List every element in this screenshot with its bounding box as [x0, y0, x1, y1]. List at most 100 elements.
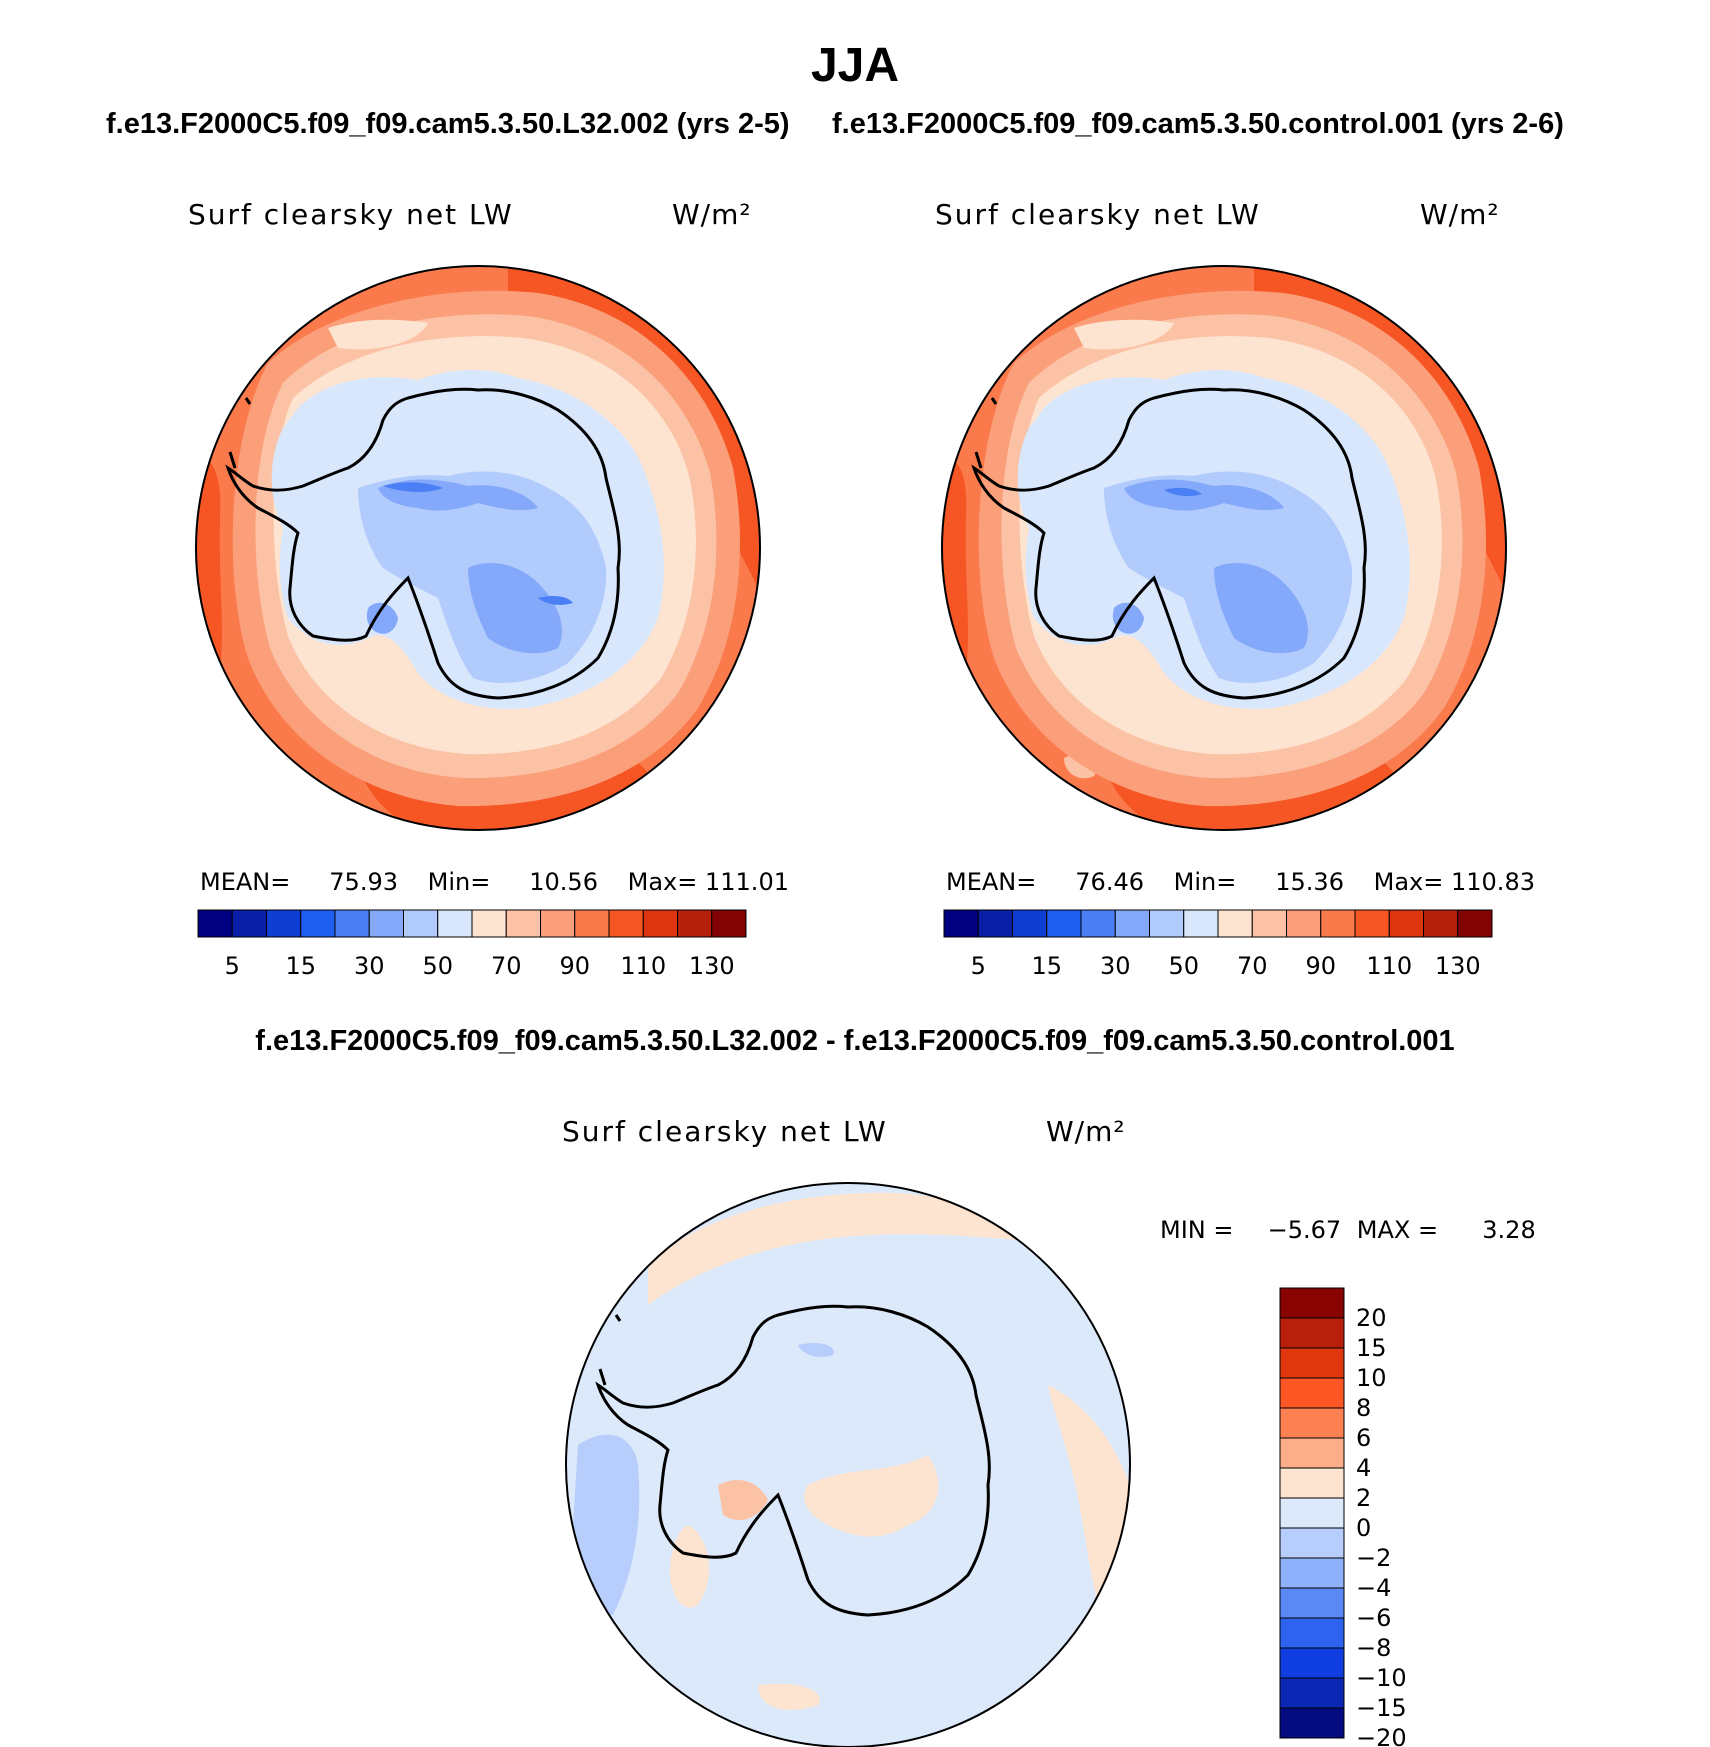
- diff-colorbar-tick-label: 0: [1356, 1514, 1371, 1542]
- panel-2-colorbar-swatch: [1012, 909, 1048, 938]
- diff-colorbar-swatch: [1279, 1647, 1345, 1679]
- panel-1-colorbar-tick-label: 5: [225, 952, 240, 980]
- panel-2-colorbar-swatch: [1388, 909, 1424, 938]
- panel-1-map: [195, 265, 761, 831]
- panel-2-map: [941, 265, 1507, 831]
- panel-1-min-value: 10.56: [529, 868, 598, 896]
- diff-colorbar-swatch: [1279, 1407, 1345, 1439]
- panel-1-colorbar-swatch: [300, 909, 336, 938]
- panel-2-colorbar-tick-label: 130: [1435, 952, 1481, 980]
- panel-2-colorbar-swatch: [1354, 909, 1390, 938]
- diff-units-label: W/m²: [1046, 1115, 1126, 1148]
- panel-1-colorbar-swatch: [505, 909, 541, 938]
- panel-2-colorbar-swatch: [1080, 909, 1116, 938]
- panel-2-colorbar-swatch: [1457, 909, 1493, 938]
- diff-colorbar-swatch: [1279, 1377, 1345, 1409]
- diff-map: [565, 1182, 1131, 1747]
- panel-2-max-label: Max=: [1373, 868, 1444, 896]
- panel-2-mean-label: MEAN=: [946, 868, 1037, 896]
- panel-1-colorbar-swatch: [403, 909, 439, 938]
- diff-colorbar-tick-label: −2: [1356, 1544, 1391, 1572]
- panel-2-mean-value: 76.46: [1075, 868, 1144, 896]
- diff-max-value: 3.28: [1482, 1216, 1536, 1244]
- panel-1-colorbar-swatch: [231, 909, 267, 938]
- panel-2-colorbar-swatch: [1046, 909, 1082, 938]
- panel-2-min-label: Min=: [1173, 868, 1237, 896]
- diff-colorbar-swatch: [1279, 1467, 1345, 1499]
- panel-2-colorbar-tick-label: 30: [1100, 952, 1131, 980]
- panel-1-colorbar-swatch: [334, 909, 370, 938]
- panel-1-colorbar-swatch: [677, 909, 713, 938]
- panel-1-colorbar: 5 15 30 50 70 90 110 130: [197, 909, 747, 980]
- panel-1-stats: MEAN= 75.93 Min= 10.56 Max= 111.01: [200, 868, 789, 896]
- panel-1-case-title: f.e13.F2000C5.f09_f09.cam5.3.50.L32.002 …: [106, 108, 790, 140]
- diff-colorbar-swatch: [1279, 1587, 1345, 1619]
- diff-colorbar-tick-label: 6: [1356, 1424, 1371, 1452]
- panel-1-colorbar-swatch: [711, 909, 747, 938]
- diff-stats: MIN = −5.67 MAX = 3.28: [1160, 1216, 1536, 1244]
- panel-2-colorbar-swatch: [1149, 909, 1185, 938]
- panel-1-colorbar-tick-label: 70: [491, 952, 522, 980]
- panel-2-colorbar-tick-label: 50: [1168, 952, 1199, 980]
- panel-1-colorbar-tick-label: 110: [620, 952, 666, 980]
- diff-colorbar-tick-label: 4: [1356, 1454, 1371, 1482]
- panel-1-colorbar-swatch: [471, 909, 507, 938]
- panel-2-case-title: f.e13.F2000C5.f09_f09.cam5.3.50.control.…: [832, 108, 1564, 140]
- diff-colorbar-tick-label: 15: [1356, 1334, 1387, 1362]
- panel-2-variable-label: Surf clearsky net LW: [935, 198, 1261, 231]
- panel-1-min-label: Min=: [427, 868, 491, 896]
- diff-colorbar-tick-label: −15: [1356, 1694, 1407, 1722]
- panel-1-colorbar-tick-label: 15: [285, 952, 316, 980]
- panel-2-colorbar-swatch: [1183, 909, 1219, 938]
- panel-1-colorbar-swatch: [197, 909, 233, 938]
- panel-1-units-label: W/m²: [672, 198, 752, 231]
- panel-2-colorbar-swatch: [1286, 909, 1322, 938]
- diff-case-title: f.e13.F2000C5.f09_f09.cam5.3.50.L32.002 …: [255, 1025, 1455, 1057]
- diff-min-label: MIN =: [1160, 1216, 1234, 1244]
- panel-2-colorbar-swatch: [1423, 909, 1459, 938]
- diff-colorbar-swatch: [1279, 1527, 1345, 1559]
- diff-max-label: MAX =: [1356, 1216, 1439, 1244]
- diff-colorbar-tick-label: 2: [1356, 1484, 1371, 1512]
- diff-colorbar-swatch: [1279, 1437, 1345, 1469]
- diff-colorbar-swatch: [1279, 1557, 1345, 1589]
- diff-colorbar-tick-label: −8: [1356, 1634, 1391, 1662]
- diff-colorbar-tick-label: 20: [1356, 1304, 1387, 1332]
- panel-1-colorbar-swatch: [574, 909, 610, 938]
- diff-colorbar-swatch: [1279, 1347, 1345, 1379]
- panel-2-colorbar-swatch: [943, 909, 979, 938]
- panel-1-colorbar-swatch: [540, 909, 576, 938]
- panel-2-colorbar-tick-label: 90: [1305, 952, 1336, 980]
- panel-2-min-value: 15.36: [1275, 868, 1344, 896]
- diff-colorbar-swatch: [1279, 1707, 1345, 1739]
- panel-1-max-label: Max=: [627, 868, 698, 896]
- panel-2-colorbar-tick-label: 110: [1366, 952, 1412, 980]
- diff-colorbar-tick-label: −10: [1356, 1664, 1407, 1692]
- diff-colorbar-tick-label: −6: [1356, 1604, 1391, 1632]
- panel-2-colorbar-swatch: [1251, 909, 1287, 938]
- diff-colorbar-tick-label: 10: [1356, 1364, 1387, 1392]
- panel-1-mean-value: 75.93: [329, 868, 398, 896]
- panel-2-units-label: W/m²: [1420, 198, 1500, 231]
- panel-2-colorbar-swatch: [1114, 909, 1150, 938]
- panel-1-colorbar-swatch: [608, 909, 644, 938]
- panel-2-colorbar-tick-label: 5: [971, 952, 986, 980]
- panel-1-colorbar-tick-label: 30: [354, 952, 385, 980]
- diff-min-value: −5.67: [1267, 1216, 1342, 1244]
- diff-variable-label: Surf clearsky net LW: [562, 1115, 888, 1148]
- diff-colorbar-swatch: [1279, 1497, 1345, 1529]
- page-title: JJA: [810, 39, 900, 92]
- panel-2-colorbar-tick-label: 15: [1031, 952, 1062, 980]
- panel-2-colorbar: 5 15 30 50 70 90 110 130: [943, 909, 1493, 980]
- diff-colorbar-swatch: [1279, 1617, 1345, 1649]
- panel-1-colorbar-swatch: [266, 909, 302, 938]
- panel-1-variable-label: Surf clearsky net LW: [188, 198, 514, 231]
- panel-1-colorbar-swatch: [368, 909, 404, 938]
- diff-colorbar-tick-label: 8: [1356, 1394, 1371, 1422]
- diff-colorbar-swatch: [1279, 1287, 1345, 1319]
- panel-2-colorbar-tick-label: 70: [1237, 952, 1268, 980]
- panel-2-colorbar-swatch: [977, 909, 1013, 938]
- diff-colorbar-tick-label: −20: [1356, 1724, 1407, 1747]
